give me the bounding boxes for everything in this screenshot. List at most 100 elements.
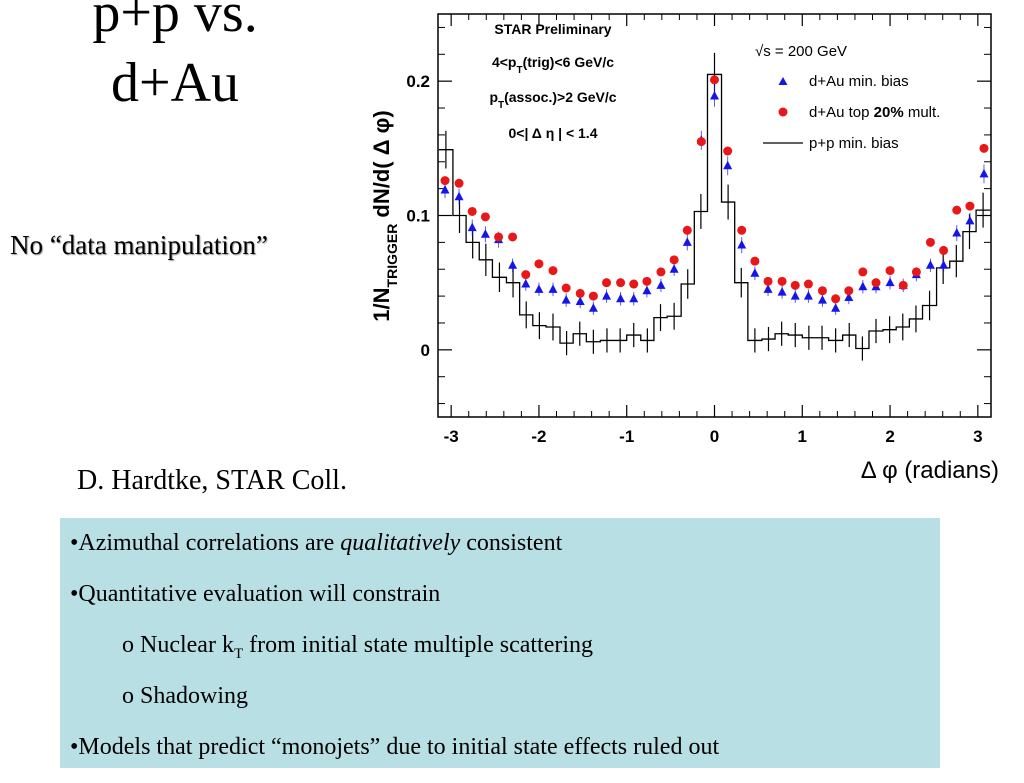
dau_minbias-point: [952, 227, 962, 237]
summary-panel: •Azimuthal correlations are qualitativel…: [60, 518, 940, 768]
y-tick-label: 0.2: [406, 72, 430, 91]
dau_minbias-point: [763, 284, 773, 293]
correlation-chart: -3 -2 -1 0 1 2 3 0 0.1 0.2 STAR Preliminary 4<pT(…: [355, 0, 1024, 500]
dau_minbias-point: [965, 215, 975, 225]
credit-text: D. Hardtke, STAR Coll.: [77, 465, 347, 496]
dau_top-point: [939, 245, 949, 255]
bullet-quantitative: •Quantitative evaluation will constrain: [70, 581, 441, 607]
dau_top-point: [669, 255, 679, 265]
dau_minbias-point: [750, 268, 760, 277]
dau_top-point: [898, 280, 908, 290]
dau_top-point: [602, 278, 612, 288]
dau_minbias-point: [858, 281, 868, 291]
annotation-header: STAR Preliminary: [494, 21, 611, 37]
dau_top-point: [885, 266, 895, 276]
dau_minbias-point: [723, 160, 733, 170]
bullet-monojets: •Models that predict “monojets” due to i…: [70, 734, 720, 760]
x-tick-label: 1: [798, 427, 807, 446]
dau_top-point: [844, 286, 854, 296]
legend-dau-minbias: d+Au min. bias: [809, 73, 909, 90]
x-tick-label: 2: [885, 427, 894, 446]
y-axis-label: 1/NTRIGGER dN/d( Δ φ): [369, 110, 400, 321]
slide-title: p+p vs. d+Au: [0, 0, 350, 118]
dau_minbias-point: [831, 303, 841, 312]
dau_minbias-point: [467, 222, 477, 232]
dau_minbias-point: [588, 303, 598, 312]
slide-title-line2: d+Au: [110, 52, 240, 114]
dau_top-point: [561, 283, 571, 293]
dau_minbias-point: [803, 291, 813, 300]
dau_minbias-point: [885, 277, 895, 287]
legend: √s = 200 GeV d+Au min. bias d+Au top 20%…: [755, 43, 940, 152]
dau_top-point: [616, 278, 626, 288]
plot-annotations: STAR Preliminary 4<pT(trig)<6 GeV/c pT(a…: [489, 21, 616, 141]
dau_top-point: [494, 232, 504, 242]
dau_top-point: [831, 294, 841, 304]
dau_top-point: [521, 270, 531, 280]
annotation-trigger: 4<pT(trig)<6 GeV/c: [492, 54, 614, 76]
dau_top-point: [588, 291, 598, 301]
dau_top-point: [629, 279, 639, 289]
dau_top-point: [979, 143, 989, 153]
x-tick-label: 3: [973, 427, 982, 446]
dau_top-point: [575, 288, 585, 298]
legend-dau-top: d+Au top 20% mult.: [809, 104, 940, 121]
slide-title-line1: p+p vs.: [92, 0, 258, 44]
dau_top-point: [777, 276, 787, 286]
dau_minbias-point: [616, 293, 626, 303]
dau_minbias-point: [575, 296, 585, 305]
dau_minbias-point: [925, 260, 935, 269]
axes-layer: -3 -2 -1 0 1 2 3 0 0.1 0.2: [406, 14, 991, 446]
dau_minbias-point: [602, 291, 612, 300]
y-tick-label: 0.1: [406, 207, 430, 226]
legend-pp-minbias: p+p min. bias: [809, 135, 899, 152]
dau_minbias-point: [777, 287, 787, 296]
dau_top-point: [656, 267, 666, 277]
annotation-eta: 0<| Δ η | < 1.4: [509, 125, 598, 141]
dau_top-point: [696, 137, 706, 147]
dau_minbias-point: [642, 285, 652, 295]
dau_minbias-point: [790, 291, 800, 300]
dau_top-point: [642, 276, 652, 286]
dau_top-point: [723, 146, 733, 156]
dau_minbias-point: [454, 191, 464, 201]
dau_top-point: [750, 256, 760, 266]
dau_top-point: [858, 267, 868, 277]
dau_top-point: [965, 201, 975, 211]
legend-energy: √s = 200 GeV: [755, 43, 847, 60]
side-note: No “data manipulation”: [10, 230, 268, 260]
annotation-assoc: pT(assoc.)>2 GeV/c: [489, 89, 616, 111]
dau_top-point: [548, 266, 558, 276]
marker-layer: [440, 75, 989, 315]
x-tick-label: -3: [444, 427, 459, 446]
x-tick-label: 0: [710, 427, 719, 446]
dau_top-point: [534, 259, 544, 269]
dau_minbias-point: [629, 293, 639, 303]
bullet-shadowing: o Shadowing: [122, 683, 248, 709]
dau_minbias-point: [669, 264, 679, 273]
dau_minbias-point: [979, 168, 989, 178]
dau_top-point: [952, 205, 962, 215]
dau_minbias-point: [710, 90, 719, 100]
dau_minbias-point: [939, 260, 949, 269]
dau_minbias-point: [844, 292, 854, 301]
dau_top-point: [790, 280, 800, 290]
x-axis-label: Δ φ (radians): [861, 457, 999, 484]
bullet-azimuthal: •Azimuthal correlations are qualitativel…: [70, 530, 563, 556]
chart-svg: -3 -2 -1 0 1 2 3 0 0.1 0.2 STAR Preliminary 4<pT(…: [369, 13, 999, 484]
dau_top-point: [682, 225, 692, 235]
dau_top-point: [911, 267, 921, 277]
x-tick-label: -1: [619, 427, 634, 446]
dau_top-point: [710, 75, 719, 85]
dau_top-point: [508, 232, 518, 242]
y-tick-label: 0: [421, 341, 430, 360]
dau_top-point: [871, 278, 881, 288]
legend-triangle-marker: [778, 77, 788, 85]
dau_minbias-point: [656, 280, 666, 289]
dau_top-point: [467, 206, 477, 216]
dau_minbias-point: [548, 284, 558, 293]
dau_minbias-point: [508, 260, 518, 269]
dau_minbias-point: [561, 295, 571, 304]
dau_minbias-point: [682, 237, 692, 246]
dau_minbias-point: [440, 184, 450, 194]
